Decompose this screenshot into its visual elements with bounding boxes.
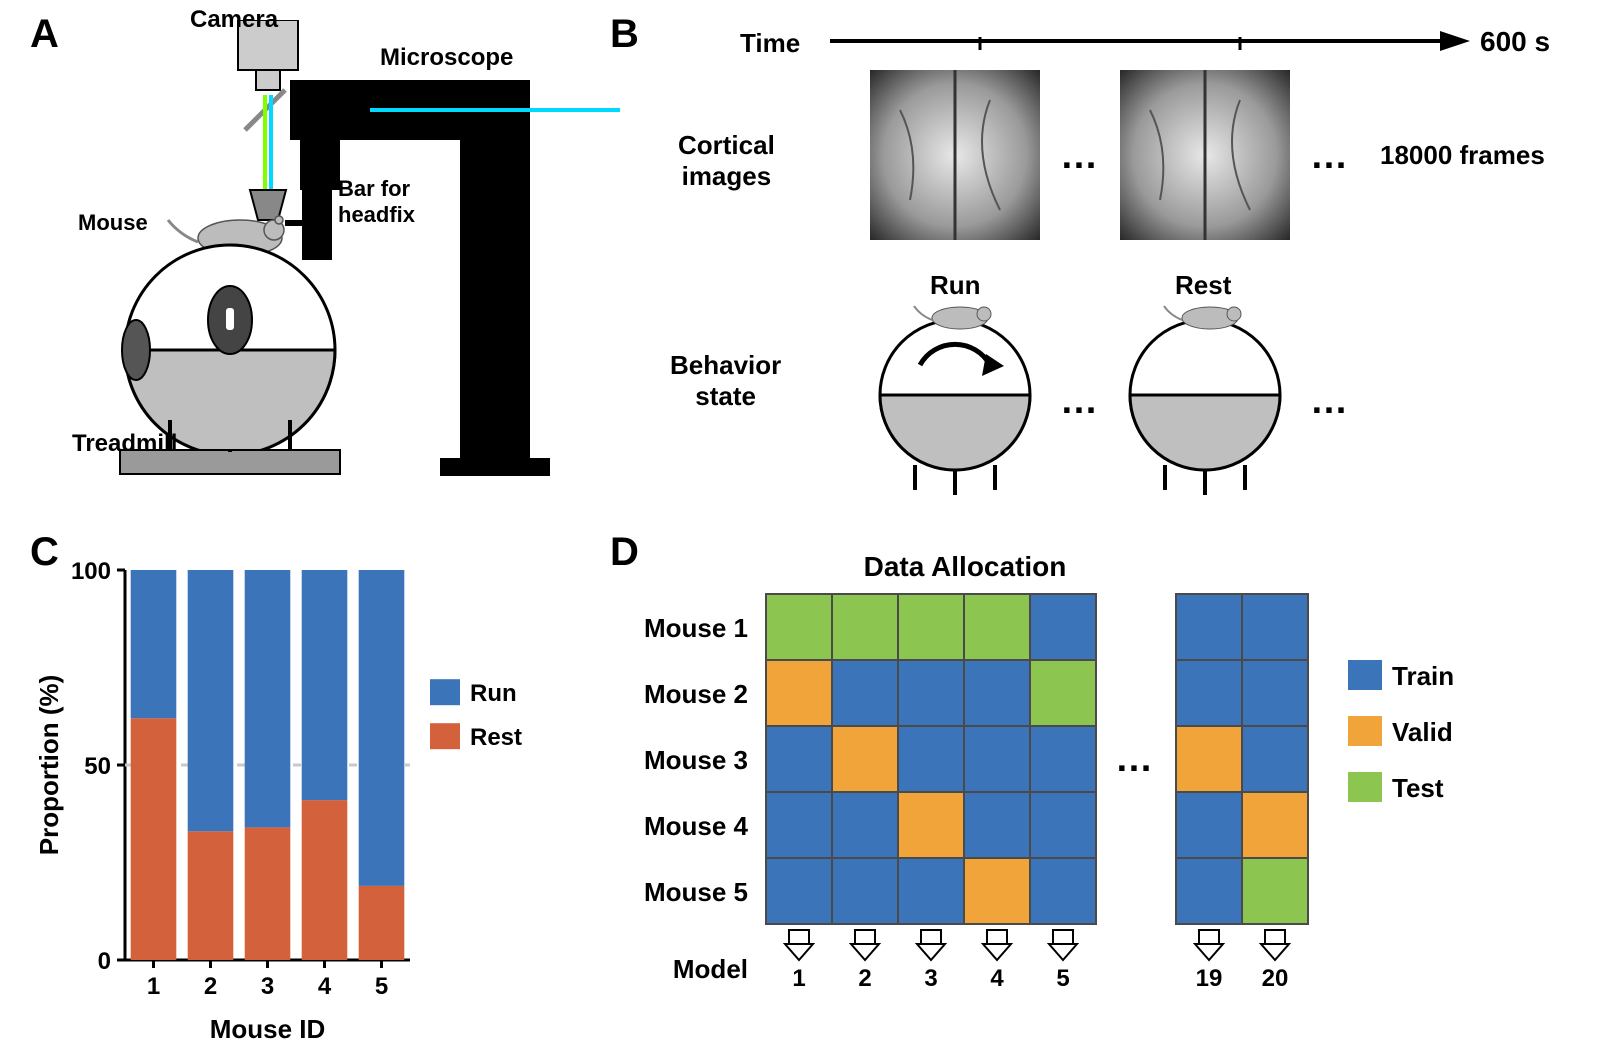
- label-mouse: Mouse: [78, 210, 148, 236]
- svg-text:5: 5: [375, 973, 388, 1000]
- label-headfix: Bar for headfix: [338, 176, 415, 228]
- svg-text:…: …: [1115, 738, 1153, 780]
- svg-text:3: 3: [924, 965, 937, 992]
- svg-text:1: 1: [792, 965, 805, 992]
- panel-c-chart: 0 50 100 1 2 3 4 5 Mouse ID Proportion (%) Run Rest: [30, 550, 590, 1050]
- svg-text:100: 100: [71, 558, 111, 585]
- treadmill-rest: [1120, 300, 1290, 500]
- frames-label: 18000 frames: [1380, 140, 1545, 171]
- svg-text:Mouse 3: Mouse 3: [644, 745, 748, 775]
- cortical-img-1: [870, 70, 1040, 240]
- time-label: Time: [740, 28, 800, 59]
- panel-label-a: A: [30, 12, 59, 57]
- svg-text:Run: Run: [470, 680, 517, 707]
- svg-text:20: 20: [1262, 965, 1289, 992]
- svg-text:Mouse 1: Mouse 1: [644, 613, 748, 643]
- svg-text:Proportion (%): Proportion (%): [34, 675, 64, 856]
- svg-text:1: 1: [147, 973, 160, 1000]
- panel-b: Time 600 s Cortical images … … 18000 fra…: [660, 20, 1580, 500]
- treadmill-run: [870, 300, 1040, 500]
- svg-text:4: 4: [318, 973, 332, 1000]
- svg-text:Mouse 5: Mouse 5: [644, 877, 748, 907]
- panel-a-apparatus: [60, 20, 620, 500]
- svg-text:3: 3: [261, 973, 274, 1000]
- svg-text:4: 4: [990, 965, 1004, 992]
- svg-text:Mouse ID: Mouse ID: [210, 1014, 326, 1044]
- label-camera: Camera: [190, 6, 278, 34]
- label-treadmill: Treadmill: [72, 430, 177, 458]
- dots-3: …: [1060, 380, 1098, 423]
- svg-text:Data Allocation: Data Allocation: [864, 551, 1067, 582]
- svg-text:19: 19: [1196, 965, 1223, 992]
- dots-2: …: [1310, 135, 1348, 178]
- svg-text:Mouse 4: Mouse 4: [644, 811, 749, 841]
- cortical-label: Cortical images: [678, 130, 775, 192]
- dots-4: …: [1310, 380, 1348, 423]
- svg-text:5: 5: [1056, 965, 1069, 992]
- label-microscope: Microscope: [380, 44, 513, 72]
- behavior-label: Behavior state: [670, 350, 781, 412]
- svg-text:Rest: Rest: [470, 724, 522, 751]
- dots-1: …: [1060, 135, 1098, 178]
- svg-text:Valid: Valid: [1392, 717, 1453, 747]
- time-end: 600 s: [1480, 26, 1550, 58]
- run-label: Run: [930, 270, 981, 301]
- time-arrow: [830, 26, 1470, 56]
- svg-text:Test: Test: [1392, 773, 1444, 803]
- panel-d-grid: Data Allocation Mouse 1 Mouse 2 Mouse 3 Mous…: [630, 550, 1590, 1050]
- svg-text:50: 50: [84, 753, 111, 780]
- svg-text:Model: Model: [673, 954, 748, 984]
- svg-text:0: 0: [98, 948, 111, 975]
- svg-text:2: 2: [204, 973, 217, 1000]
- svg-text:Mouse 2: Mouse 2: [644, 679, 748, 709]
- svg-text:2: 2: [858, 965, 871, 992]
- svg-text:Train: Train: [1392, 661, 1454, 691]
- rest-label: Rest: [1175, 270, 1231, 301]
- cortical-img-2: [1120, 70, 1290, 240]
